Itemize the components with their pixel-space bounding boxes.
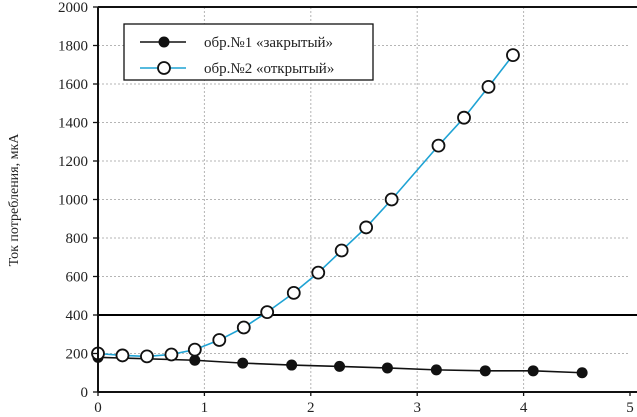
legend-marker-2	[157, 61, 171, 75]
data-point	[189, 354, 201, 366]
data-point	[431, 138, 446, 153]
x-tick-label: 2	[307, 400, 315, 416]
data-point	[479, 365, 491, 377]
data-point	[506, 48, 520, 63]
x-tick-label: 5	[626, 400, 634, 416]
data-point	[115, 348, 130, 363]
data-point	[384, 192, 399, 207]
y-tick-label: 200	[66, 347, 89, 363]
data-point	[457, 110, 471, 125]
y-tick-label: 600	[66, 270, 89, 286]
series-2	[91, 48, 520, 364]
series-line-1	[97, 356, 583, 374]
data-point	[260, 305, 275, 320]
data-point	[236, 320, 251, 335]
data-point	[237, 357, 249, 369]
x-tick-label: 0	[94, 400, 102, 416]
y-tick-label: 1000	[58, 193, 88, 209]
data-point	[334, 243, 349, 258]
data-point	[576, 367, 588, 379]
series-group	[91, 48, 588, 379]
y-tick-label: 1400	[58, 116, 88, 132]
legend-item-2: обр.№2 «открытый»	[140, 61, 334, 77]
x-tick-label: 4	[520, 400, 528, 416]
tick-labels: 0 1 2 3 4 5 0 200 400 600 800 1000 1200 1400 1600 1800 2…	[58, 0, 634, 416]
data-point	[286, 285, 301, 300]
data-point	[187, 342, 202, 357]
legend-label-2: обр.№2 «открытый»	[204, 61, 334, 77]
y-tick-label: 1200	[58, 154, 88, 170]
legend-label-1: обр.№1 «закрытый»	[204, 35, 333, 51]
axes	[93, 6, 637, 396]
data-point	[286, 359, 298, 371]
data-point	[359, 220, 374, 235]
data-point	[381, 362, 393, 374]
data-point	[430, 364, 442, 376]
data-point	[481, 79, 496, 94]
x-tick-label: 3	[413, 400, 421, 416]
data-point	[311, 265, 326, 280]
data-point	[164, 347, 179, 362]
y-tick-label: 1600	[58, 77, 88, 93]
series-line-2	[97, 54, 514, 358]
y-tick-label: 0	[81, 385, 89, 401]
legend-marker-1	[158, 36, 170, 48]
data-point	[334, 360, 346, 372]
data-point	[140, 349, 154, 364]
y-tick-label: 2000	[58, 0, 88, 16]
x-tick-label: 1	[201, 400, 209, 416]
legend-item-1: обр.№1 «закрытый»	[140, 35, 333, 51]
y-tick-label: 400	[66, 308, 89, 324]
data-point	[212, 333, 227, 347]
y-tick-label: 1800	[58, 39, 88, 55]
data-point	[527, 365, 539, 377]
legend: обр.№1 «закрытый» обр.№2 «открытый»	[123, 23, 374, 81]
y-axis-label: Ток потребления, мкА	[7, 133, 22, 267]
y-tick-label: 800	[66, 231, 89, 247]
